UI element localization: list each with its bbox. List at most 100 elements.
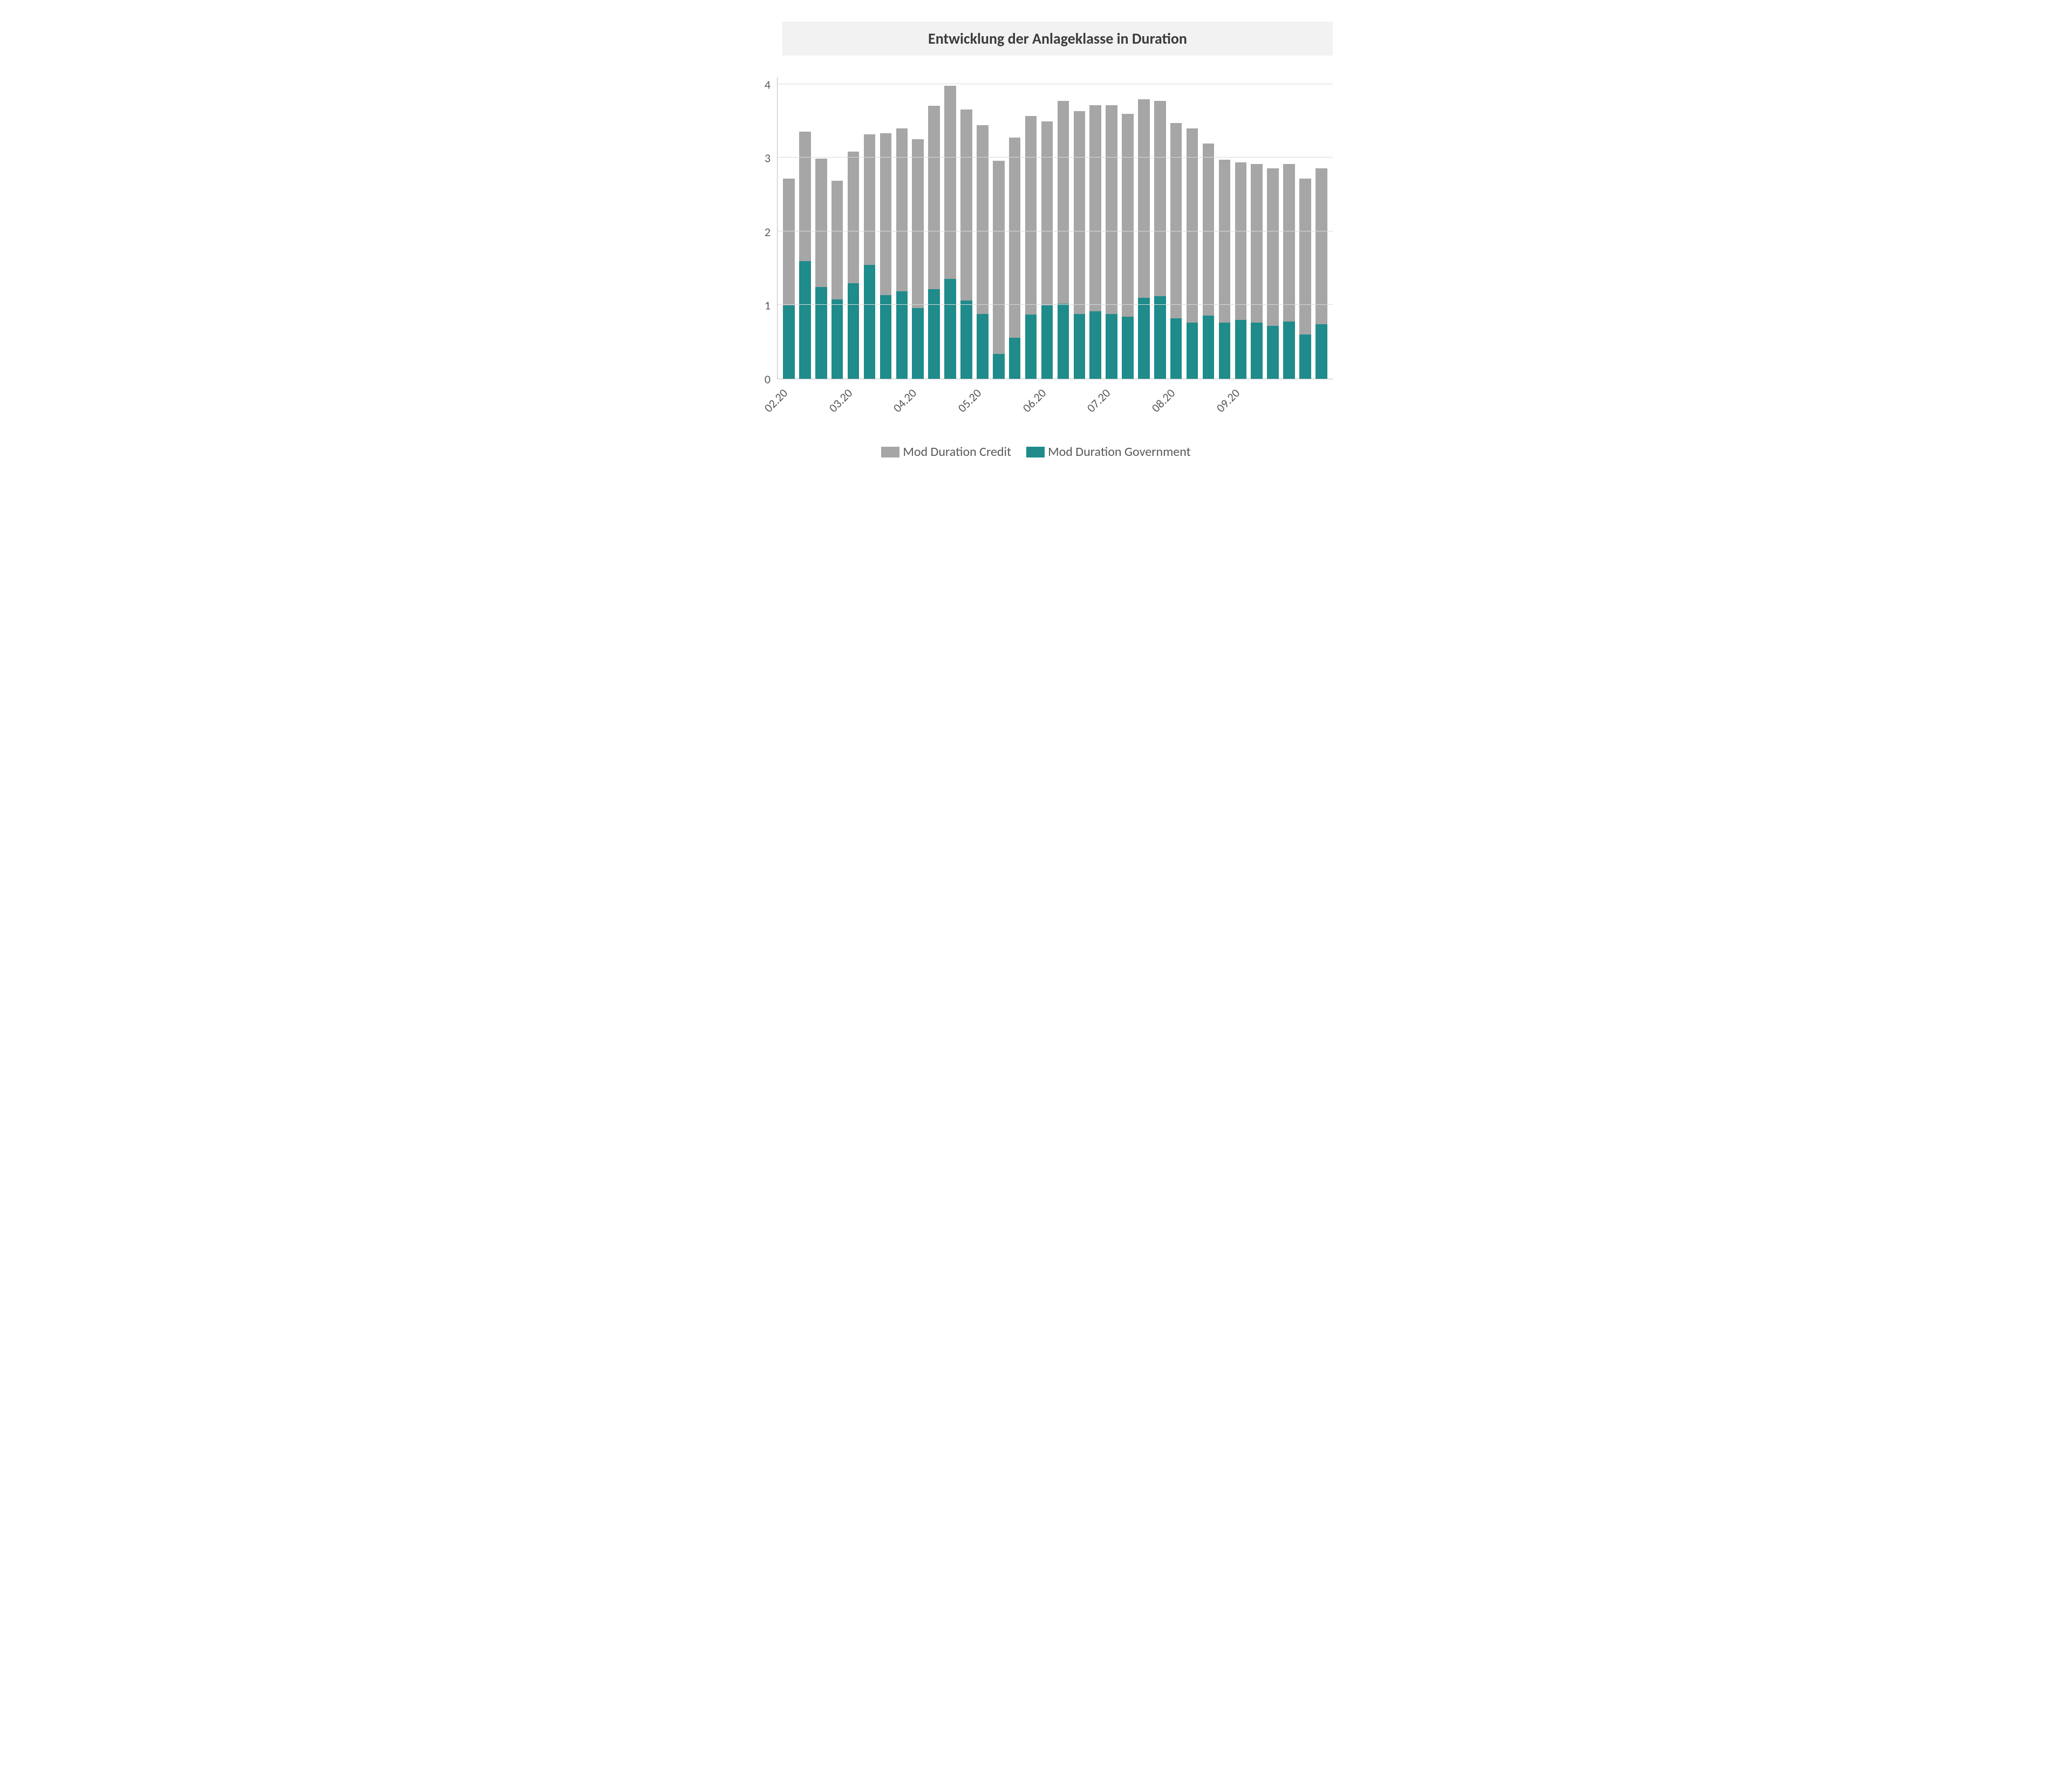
stacked-bar (1025, 116, 1037, 379)
bar-segment-credit (799, 132, 811, 261)
stacked-bar (880, 133, 892, 379)
bar-slot (1168, 77, 1184, 379)
bar-segment-credit (1106, 105, 1117, 314)
x-tick-label: 09.20 (1213, 386, 1243, 415)
bar-segment-credit (783, 179, 795, 305)
y-tick-label: 2 (765, 224, 771, 239)
stacked-bar (928, 106, 940, 379)
stacked-bar (1041, 121, 1053, 379)
stacked-bar (977, 125, 989, 379)
x-tick-label: 07.20 (1084, 386, 1114, 415)
y-tick-label: 3 (765, 151, 771, 166)
bar-segment-credit (1170, 123, 1182, 319)
bar-slot (1071, 77, 1087, 379)
stacked-bar (1138, 99, 1150, 379)
chart-title: Entwicklung der Anlageklasse in Duration (782, 22, 1333, 56)
bar-segment-government (1041, 305, 1053, 379)
stacked-bar (1235, 162, 1247, 379)
stacked-bar (944, 86, 956, 379)
legend-item: Mod Duration Credit (881, 444, 1011, 460)
stacked-bar (1009, 138, 1021, 379)
bar-segment-credit (977, 125, 989, 314)
stacked-bar (1203, 144, 1215, 379)
legend-label: Mod Duration Government (1048, 444, 1191, 460)
bar-segment-government (783, 305, 795, 379)
bar-segment-credit (1299, 179, 1311, 334)
bar-segment-credit (1041, 121, 1053, 305)
bars-layer (778, 77, 1333, 379)
bar-segment-government (1299, 334, 1311, 379)
bar-segment-credit (1267, 168, 1279, 326)
bar-segment-government (880, 295, 892, 379)
bar-slot (1184, 77, 1201, 379)
duration-chart: Entwicklung der Anlageklasse in Duration… (739, 22, 1333, 461)
x-tick-label: 08.20 (1148, 386, 1178, 415)
legend-item: Mod Duration Government (1026, 444, 1191, 460)
bar-slot (1216, 77, 1232, 379)
stacked-bar (1316, 168, 1327, 379)
bar-slot (1265, 77, 1281, 379)
stacked-bar (1089, 105, 1101, 379)
y-tick-label: 0 (765, 372, 771, 387)
bar-segment-government (993, 354, 1005, 379)
stacked-bar (960, 110, 972, 379)
bar-slot (846, 77, 862, 379)
bar-slot (958, 77, 974, 379)
bar-segment-government (1267, 326, 1279, 379)
bar-segment-credit (993, 161, 1005, 353)
stacked-bar (896, 128, 908, 379)
bar-segment-government (1138, 298, 1150, 379)
bar-segment-credit (1138, 99, 1150, 298)
bar-segment-government (1170, 318, 1182, 379)
bar-segment-credit (1187, 128, 1198, 323)
stacked-bar (864, 134, 876, 379)
stacked-bar (1122, 114, 1134, 379)
bar-slot (1201, 77, 1217, 379)
bar-segment-government (1203, 316, 1215, 379)
x-tick-label: 05.20 (955, 386, 984, 415)
legend-label: Mod Duration Credit (903, 444, 1011, 460)
bar-segment-credit (1283, 164, 1295, 322)
bar-slot (1023, 77, 1039, 379)
stacked-bar (799, 132, 811, 379)
bar-segment-credit (1074, 111, 1086, 314)
y-tick-label: 1 (765, 298, 771, 313)
gridline (778, 304, 1333, 305)
bar-segment-government (1074, 314, 1086, 379)
bar-segment-credit (944, 86, 956, 278)
stacked-bar (1187, 128, 1198, 379)
bar-segment-credit (864, 134, 876, 264)
gridline (778, 157, 1333, 158)
bar-segment-credit (1089, 105, 1101, 311)
x-tick-label: 02.20 (761, 386, 791, 415)
bar-slot (1103, 77, 1120, 379)
y-axis: 01234 (739, 77, 777, 379)
bar-slot (1055, 77, 1071, 379)
stacked-bar (831, 181, 843, 379)
bar-segment-government (1025, 315, 1037, 379)
bar-segment-credit (960, 110, 972, 301)
bar-segment-government (848, 283, 860, 379)
bar-slot (1232, 77, 1249, 379)
bar-slot (1087, 77, 1103, 379)
bar-segment-government (977, 314, 989, 379)
stacked-bar (1219, 160, 1231, 379)
bar-segment-government (1154, 296, 1166, 379)
bar-segment-government (1106, 314, 1117, 379)
bar-segment-credit (1025, 116, 1037, 315)
legend-swatch (881, 447, 899, 458)
bar-segment-government (1122, 317, 1134, 379)
bar-segment-credit (912, 139, 924, 309)
stacked-bar (1074, 111, 1086, 379)
bar-segment-government (864, 265, 876, 379)
bar-slot (877, 77, 894, 379)
bar-segment-government (1283, 322, 1295, 379)
plot-area (777, 77, 1333, 379)
bar-segment-credit (1203, 144, 1215, 316)
bar-slot (926, 77, 942, 379)
bar-slot (910, 77, 926, 379)
x-tick-label: 06.20 (1019, 386, 1049, 415)
bar-segment-government (1009, 338, 1021, 379)
bar-segment-credit (815, 159, 827, 286)
stacked-bar (912, 139, 924, 379)
